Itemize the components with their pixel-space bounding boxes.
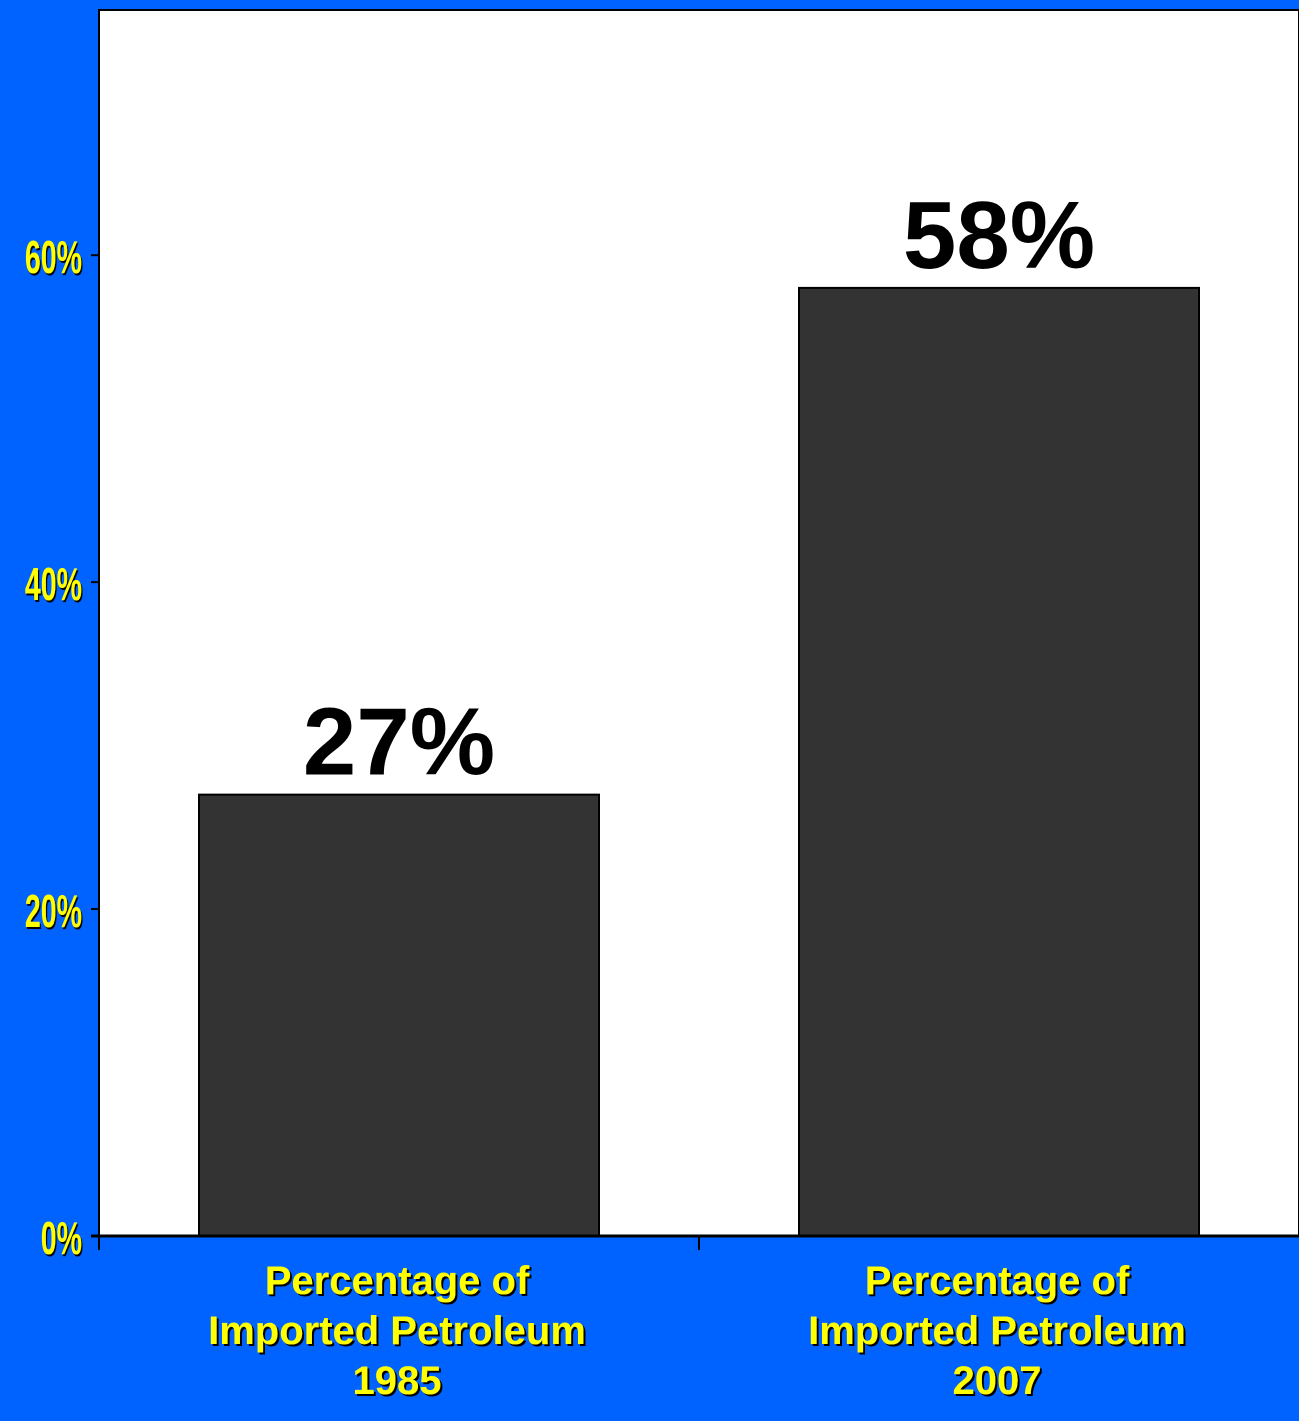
- category-label-0-line-1: Imported Petroleum: [208, 1309, 586, 1353]
- y-tick-label-0: 0%: [41, 1213, 82, 1265]
- category-label-1-line-2: 2007: [953, 1359, 1042, 1403]
- category-label-0-line-2: 1985: [353, 1359, 442, 1403]
- labels-group: 27% 58% 0% 20% 40% 60% Percentage of Imported P…: [25, 182, 1186, 1403]
- bars-group: [198, 286, 1200, 1238]
- data-label-1: 58%: [903, 182, 1095, 289]
- category-label-1: Percentage of Imported Petroleum 2007: [808, 1259, 1186, 1403]
- category-label-1-line-0: Percentage of: [865, 1259, 1130, 1303]
- bar-1: [798, 286, 1200, 1238]
- y-tick-label-1: 20%: [25, 886, 82, 938]
- category-label-1-line-1: Imported Petroleum: [808, 1309, 1186, 1353]
- y-tick-label-3: 60%: [25, 232, 82, 284]
- category-label-0: Percentage of Imported Petroleum 1985: [208, 1259, 586, 1403]
- category-label-0-line-0: Percentage of: [265, 1259, 530, 1303]
- axes-group: [91, 10, 1299, 1250]
- bar-0: [198, 793, 600, 1237]
- y-tick-label-2: 40%: [25, 559, 82, 611]
- data-label-0: 27%: [303, 689, 495, 796]
